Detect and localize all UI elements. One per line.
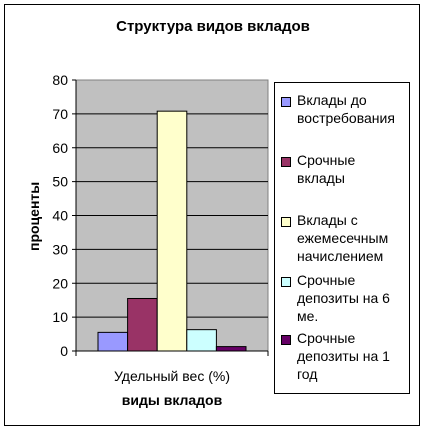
legend-label: Вклады до востребования — [297, 92, 395, 126]
bar — [215, 346, 247, 352]
y-tick-label: 30 — [52, 241, 68, 257]
bar — [97, 331, 129, 352]
bar — [186, 329, 217, 352]
bar — [127, 297, 158, 352]
chart-title: Структура видов вкладов — [116, 18, 310, 35]
legend-label: Срочные депозиты на 6 ме. — [297, 272, 390, 324]
legend-swatch — [281, 157, 291, 167]
y-tick-label: 50 — [52, 174, 68, 190]
x-axis-label: виды вкладов — [121, 392, 223, 408]
y-tick-label: 20 — [52, 275, 68, 291]
y-tick-label: 80 — [52, 72, 68, 88]
y-axis-label: проценты — [26, 181, 42, 251]
legend-swatch — [281, 277, 291, 287]
y-tick-label: 10 — [52, 309, 68, 325]
y-tick-label: 40 — [52, 208, 68, 224]
legend: Вклады до востребования Срочные вклады В… — [274, 82, 410, 394]
legend-label: Вклады с ежемесечным начислением — [297, 212, 389, 264]
x-tick-label: Удельный вес (%) — [114, 368, 230, 384]
legend-label: Срочные вклады — [297, 152, 356, 186]
chart-frame — [4, 4, 420, 426]
legend-swatch — [281, 217, 291, 227]
y-tick-label: 0 — [60, 343, 68, 359]
y-tick-label: 60 — [52, 140, 68, 156]
legend-swatch — [281, 335, 291, 345]
legend-label: Срочные депозиты на 1 год — [297, 330, 390, 382]
legend-swatch — [281, 97, 291, 107]
y-tick-label: 70 — [52, 106, 68, 122]
bar — [156, 110, 188, 352]
